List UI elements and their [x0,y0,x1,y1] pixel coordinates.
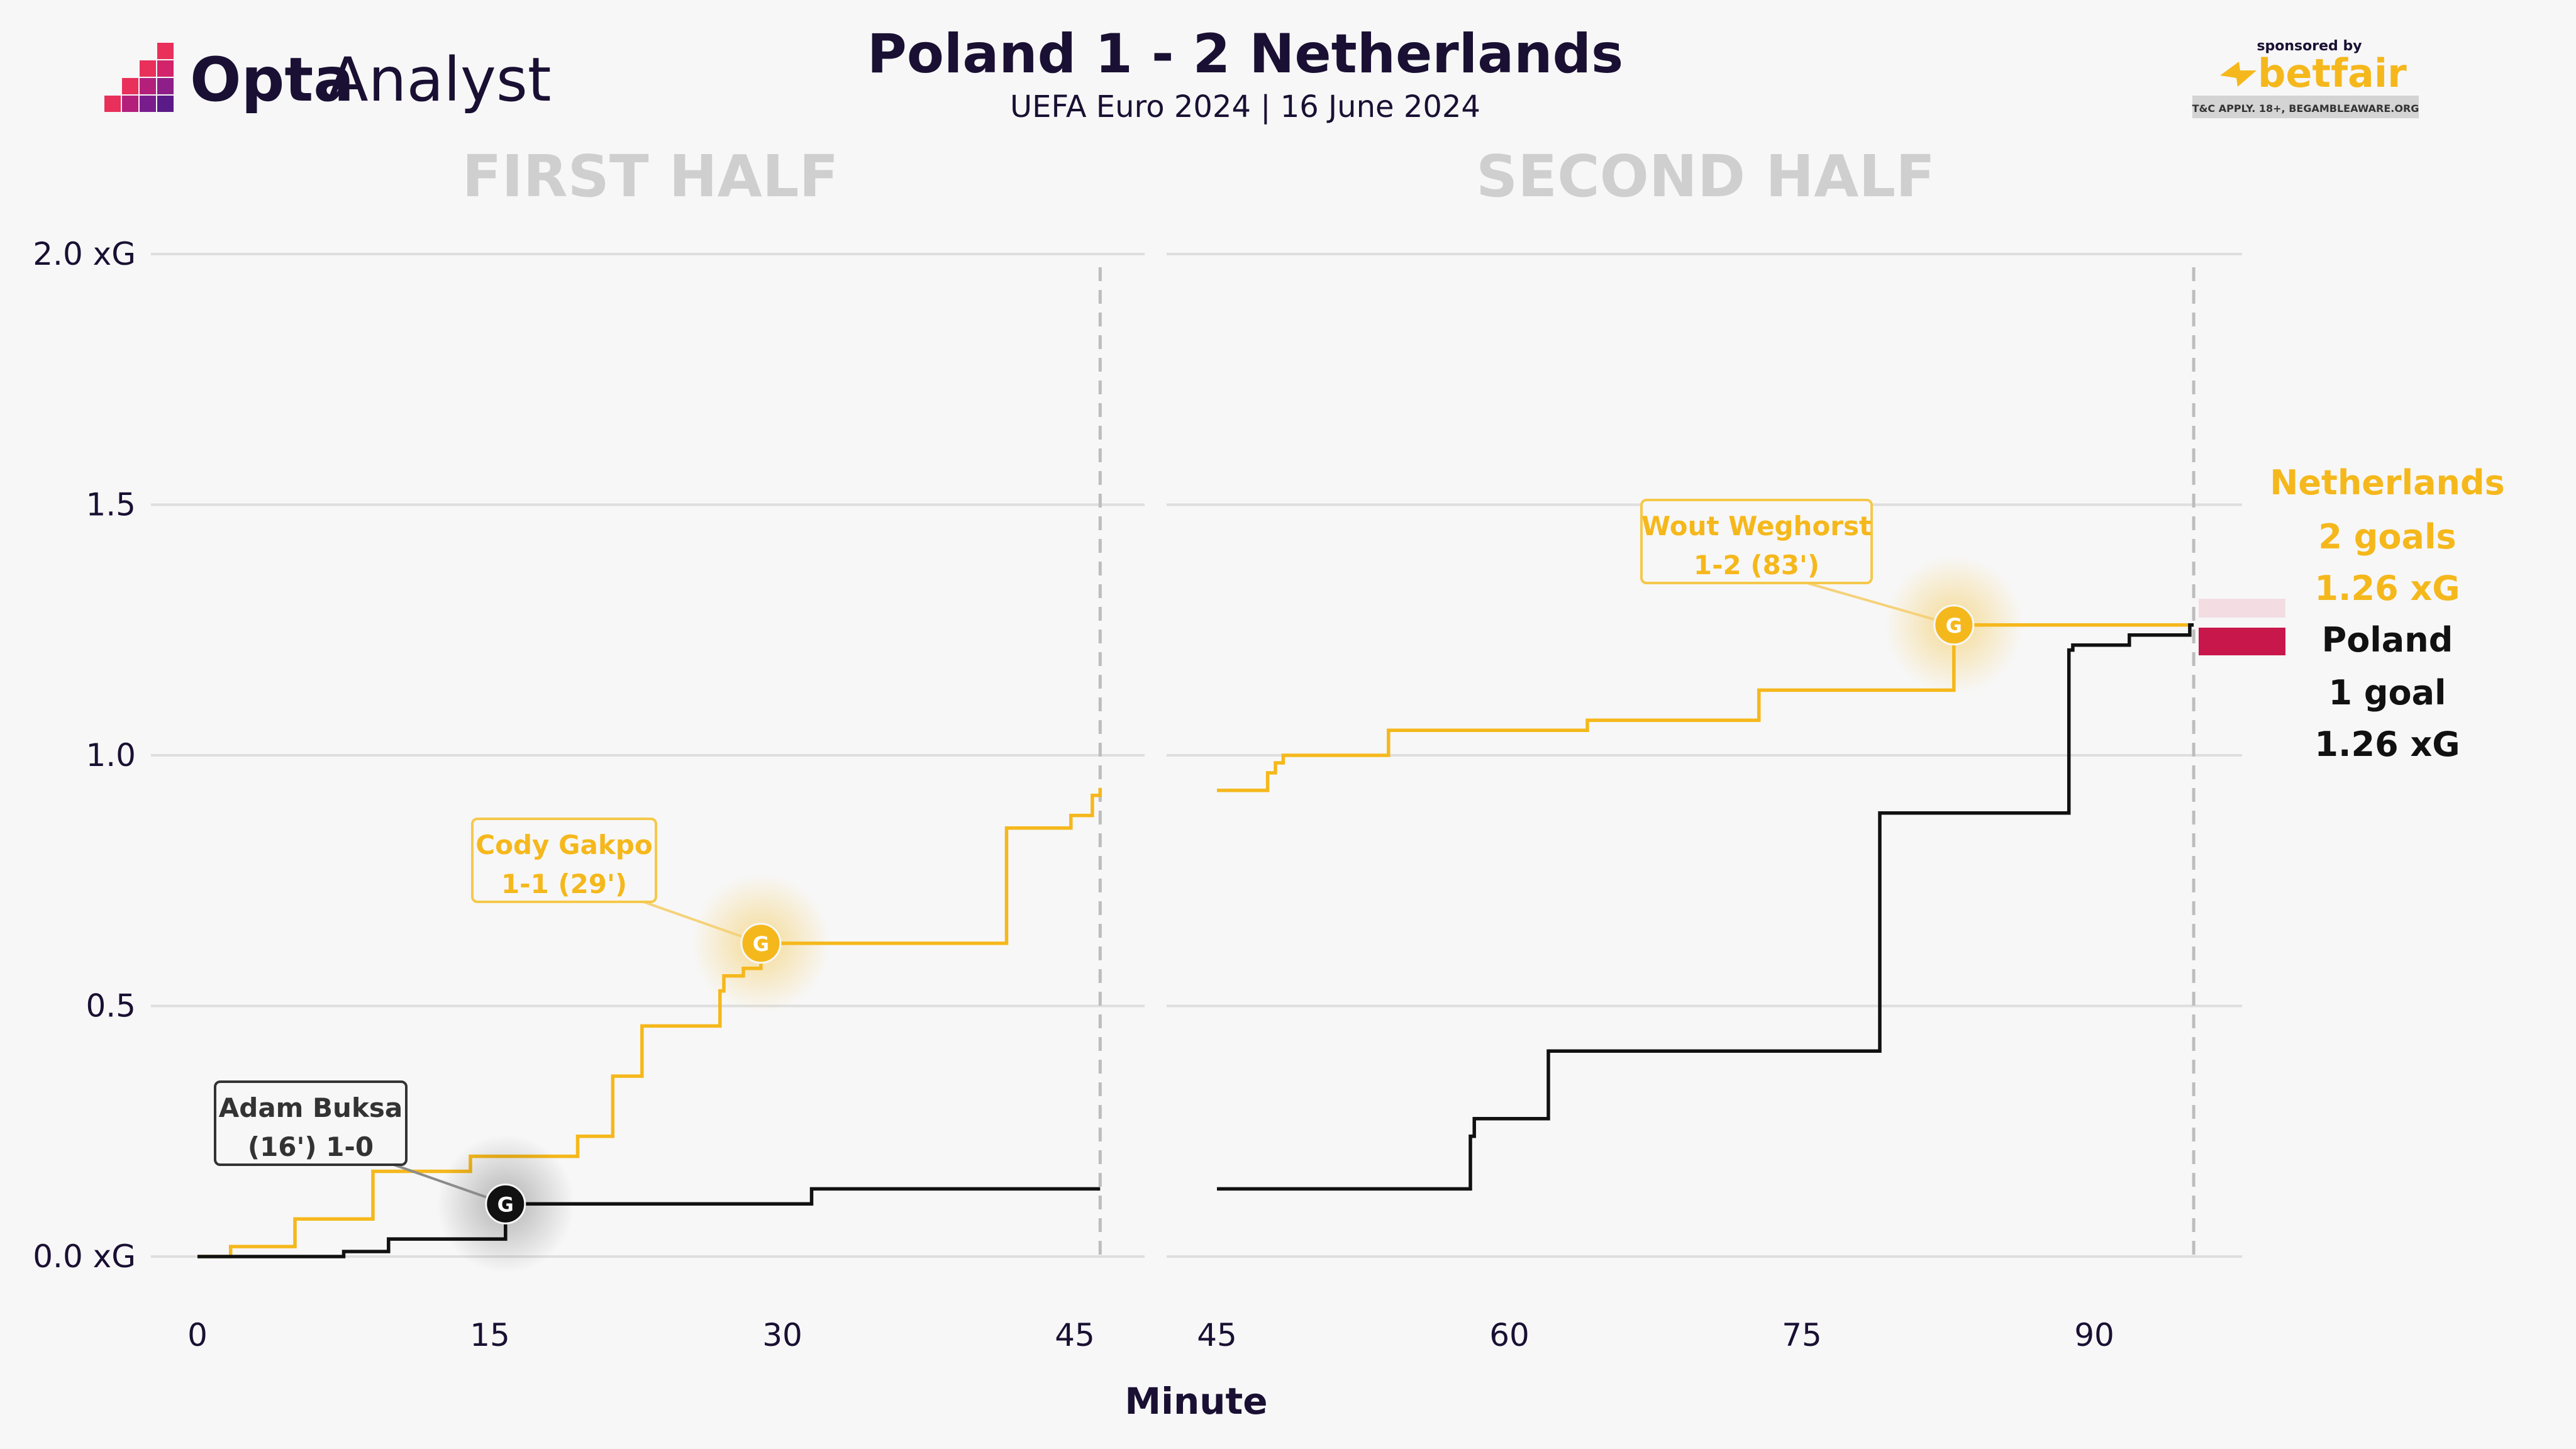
betfair-sponsor: sponsored by betfair T&C APPLY. 18+, BEG… [2192,38,2419,118]
y-tick-label-1: 0.5 [86,988,136,1024]
half-title-first: FIRST HALF [462,143,839,210]
goal-marker-2 [1933,604,1975,646]
x-tick-label-p1-0: 45 [1197,1317,1237,1353]
y-axis-labels: 0.0 xG 0.5 1.0 1.5 2.0 xG [33,236,136,1275]
goal-callout-detail-1: 1-1 (29') [501,869,627,899]
total-poland-xg: 1.26 xG [2314,724,2460,764]
poland-flag-icon [2199,599,2285,655]
goal-callout-scorer-2: Wout Weghorst [1641,511,1872,541]
goal-marker-label-1: G [753,932,769,956]
series-line-poland-first-half [197,1187,1101,1258]
goal-callout-scorer-0: Adam Buksa [219,1092,402,1123]
goal-callout-box-1 [471,818,657,903]
total-poland-team: Poland [2322,620,2453,660]
x-axis-title: Minute [1124,1380,1267,1423]
goal-marker-1 [740,923,782,964]
goal-annotations: Adam Buksa (16') 1-0 G Cody Gakpo 1-1 (29') G… [214,499,2023,1274]
opta-logo-icon [104,43,174,112]
logo-word-analyst: Analyst [327,45,551,115]
chart-subtitle: UEFA Euro 2024 | 16 June 2024 [1010,89,1480,125]
sponsor-caption: sponsored by [2257,38,2362,54]
logo-word-opta: Opta [190,45,354,115]
goal-callout-box-2 [1640,499,1873,584]
goal-marker-0 [485,1183,526,1224]
total-netherlands-xg: 1.26 xG [2314,569,2460,608]
half-title-second: SECOND HALF [1476,143,1935,210]
y-tick-label-2: 1.0 [86,737,136,774]
x-tick-label-p0-0: 0 [187,1317,208,1353]
goal-connector-1 [643,901,762,945]
goal-callout-scorer-1: Cody Gakpo [475,830,652,860]
sponsor-disclaimer: T&C APPLY. 18+, BEGAMBLEAWARE.ORG [2192,103,2419,114]
sponsor-disclaimer-bar [2192,96,2419,118]
totals-panel: Netherlands 2 goals 1.26 xG Poland 1 goa… [2270,463,2505,764]
series-line-netherlands-first-half [197,787,1102,1258]
goal-connector-2 [1806,582,1955,626]
x-tick-label-p0-2: 30 [762,1317,802,1353]
y-tick-label-3: 1.5 [86,487,136,523]
x-tick-label-p0-3: 45 [1055,1317,1095,1353]
gridlines [151,253,2242,1258]
x-tick-label-p1-3: 90 [2074,1317,2114,1353]
sponsor-name: betfair [2258,50,2407,96]
goal-marker-label-0: G [497,1192,514,1216]
series-line-netherlands-second-half [1217,623,2194,792]
goal-callout-box-0 [214,1080,408,1166]
opta-analyst-logo: Opta Analyst [104,43,551,115]
goal-callout-detail-0: (16') 1-0 [248,1131,374,1162]
total-poland-goals: 1 goal [2328,673,2446,713]
y-tick-label-0: 0.0 xG [33,1238,136,1275]
series-line-poland-second-half [1217,623,2194,1191]
betfair-arrow-icon [2220,62,2257,87]
chart-title: Poland 1 - 2 Netherlands [867,23,1623,86]
x-tick-label-p1-2: 75 [1782,1317,1822,1353]
y-tick-label-4: 2.0 xG [33,236,136,272]
goal-marker-label-2: G [1946,614,1962,638]
total-netherlands-team: Netherlands [2270,463,2505,502]
goal-callout-detail-2: 1-2 (83') [1694,550,1819,580]
x-tick-label-p1-1: 60 [1489,1317,1530,1353]
x-tick-label-p0-1: 15 [470,1317,510,1353]
x-axis-labels: 0 15 30 45 45 60 75 90 [187,1317,2114,1353]
total-netherlands-goals: 2 goals [2318,517,2456,557]
